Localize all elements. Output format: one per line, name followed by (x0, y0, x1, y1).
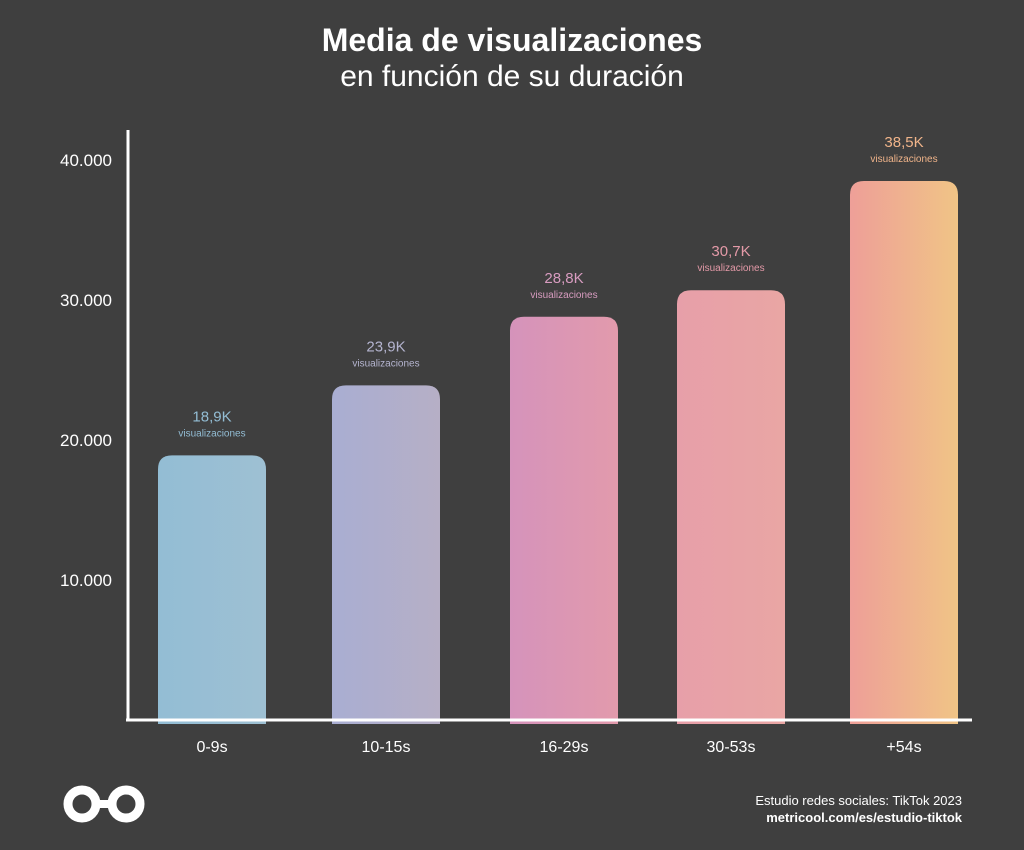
bar-value-sublabel: visualizaciones (352, 358, 419, 369)
bar-value-sublabel: visualizaciones (178, 428, 245, 439)
bar-value-label: 30,7K (711, 243, 750, 260)
footer-source: Estudio redes sociales: TikTok 2023 metr… (755, 792, 962, 826)
bar-16-29s (510, 316, 618, 724)
bar-value-sublabel: visualizaciones (530, 290, 597, 301)
bar-value-label: 18,9K (192, 408, 231, 425)
x-tick-label: 10-15s (362, 739, 411, 756)
bar-value-label: 23,9K (366, 338, 405, 355)
bar-30-53s (677, 290, 785, 724)
chart-title: Media de visualizaciones (321, 22, 703, 58)
x-tick-label: +54s (886, 739, 921, 756)
footer-url: metricool.com/es/estudio-tiktok (766, 810, 962, 825)
x-tick-label: 0-9s (196, 739, 227, 756)
y-tick-label: 10.000 (60, 571, 112, 590)
y-tick-label: 30.000 (60, 291, 112, 310)
y-tick-label: 40.000 (60, 151, 112, 170)
footer-source-text: Estudio redes sociales: TikTok 2023 (755, 793, 962, 808)
metricool-logo-icon (63, 785, 145, 823)
x-tick-label: 16-29s (540, 739, 589, 756)
bar-value-label: 28,8K (544, 270, 583, 287)
bar-value-label: 38,5K (884, 134, 923, 151)
x-tick-label: 30-53s (707, 739, 756, 756)
bar-+54s (850, 181, 958, 724)
bar-value-sublabel: visualizaciones (870, 154, 937, 165)
y-tick-label: 20.000 (60, 431, 112, 450)
bar-0-9s (158, 455, 266, 724)
bar-10-15s (332, 385, 440, 724)
bar-value-sublabel: visualizaciones (697, 263, 764, 274)
chart-subtitle: en función de su duración (340, 60, 684, 93)
